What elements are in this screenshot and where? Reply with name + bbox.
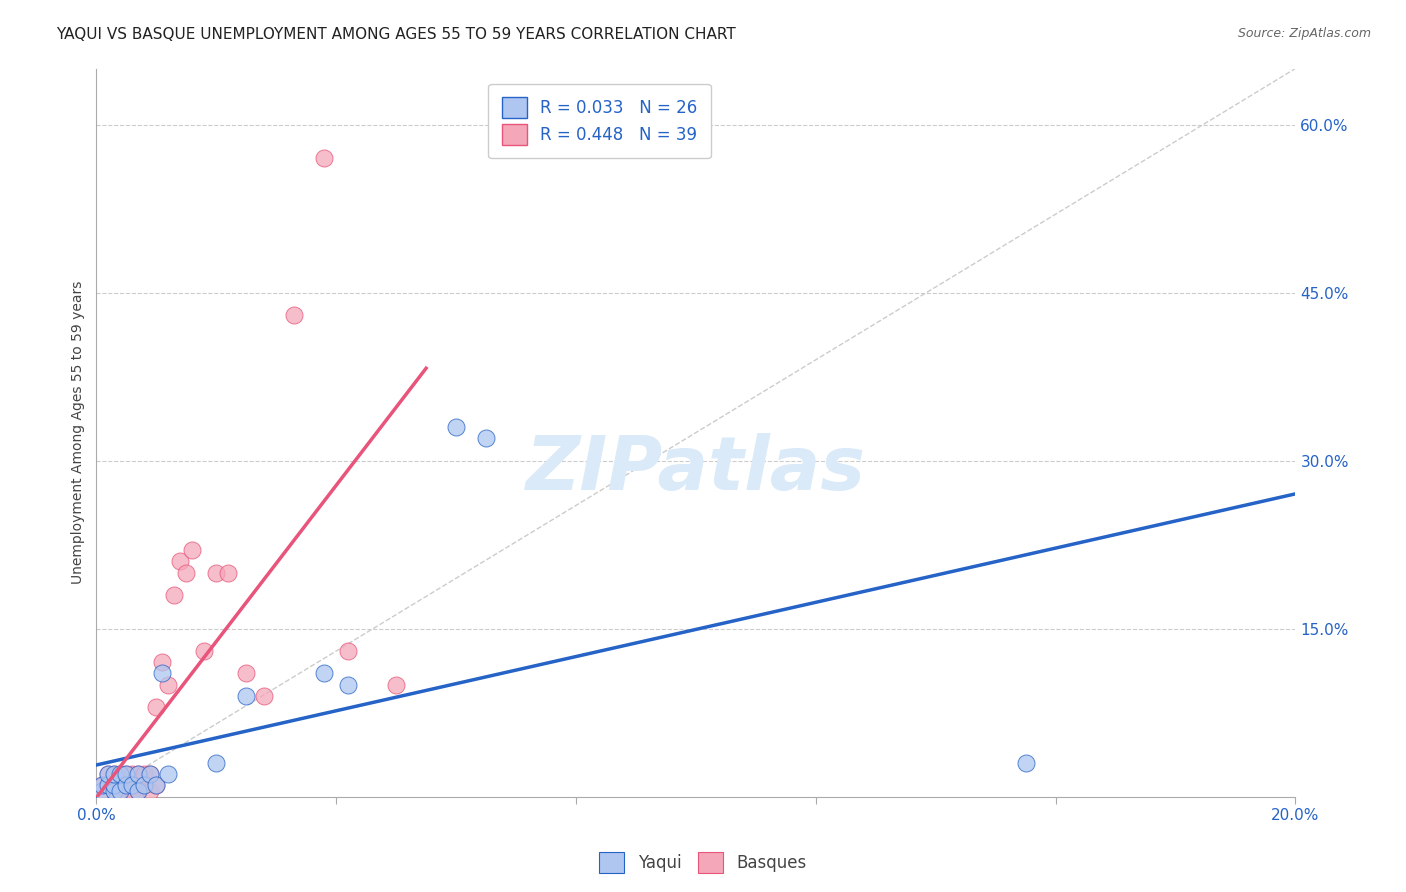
Point <box>444 420 467 434</box>
Text: YAQUI VS BASQUE UNEMPLOYMENT AMONG AGES 55 TO 59 YEARS CORRELATION CHART: YAQUI VS BASQUE UNEMPLOYMENT AMONG AGES … <box>56 27 735 42</box>
Point <box>283 308 305 322</box>
Point <box>97 779 120 793</box>
Point <box>103 779 125 793</box>
Point <box>139 784 162 798</box>
Point <box>127 767 149 781</box>
Point <box>157 767 180 781</box>
Point <box>115 767 138 781</box>
Point <box>205 756 228 770</box>
Point <box>134 767 156 781</box>
Point <box>115 779 138 793</box>
Point <box>110 784 132 798</box>
Point <box>115 784 138 798</box>
Point <box>103 779 125 793</box>
Point <box>314 151 336 165</box>
Point <box>174 566 197 580</box>
Point <box>127 784 149 798</box>
Point <box>150 666 173 681</box>
Point <box>145 700 167 714</box>
Point <box>134 779 156 793</box>
Point <box>139 767 162 781</box>
Point <box>97 767 120 781</box>
Legend: R = 0.033   N = 26, R = 0.448   N = 39: R = 0.033 N = 26, R = 0.448 N = 39 <box>488 84 710 158</box>
Point <box>181 543 204 558</box>
Point <box>110 784 132 798</box>
Point <box>253 689 276 703</box>
Point <box>97 767 120 781</box>
Point <box>121 767 143 781</box>
Point <box>91 784 114 798</box>
Point <box>139 767 162 781</box>
Y-axis label: Unemployment Among Ages 55 to 59 years: Unemployment Among Ages 55 to 59 years <box>72 281 86 584</box>
Point <box>97 779 120 793</box>
Point <box>121 779 143 793</box>
Point <box>127 767 149 781</box>
Point <box>91 784 114 798</box>
Point <box>205 566 228 580</box>
Point <box>91 779 114 793</box>
Point <box>314 666 336 681</box>
Point <box>103 784 125 798</box>
Point <box>110 767 132 781</box>
Point <box>157 678 180 692</box>
Point <box>121 784 143 798</box>
Legend: Yaqui, Basques: Yaqui, Basques <box>593 846 813 880</box>
Text: ZIPatlas: ZIPatlas <box>526 433 866 506</box>
Point <box>110 779 132 793</box>
Text: Source: ZipAtlas.com: Source: ZipAtlas.com <box>1237 27 1371 40</box>
Point <box>385 678 408 692</box>
Point <box>1014 756 1036 770</box>
Point <box>163 588 186 602</box>
Point <box>145 779 167 793</box>
Point <box>134 779 156 793</box>
Point <box>235 689 257 703</box>
Point <box>337 644 360 658</box>
Point <box>121 779 143 793</box>
Point <box>110 767 132 781</box>
Point <box>91 779 114 793</box>
Point <box>145 779 167 793</box>
Point <box>169 554 191 568</box>
Point <box>217 566 239 580</box>
Point <box>115 767 138 781</box>
Point <box>115 779 138 793</box>
Point <box>193 644 215 658</box>
Point <box>337 678 360 692</box>
Point <box>235 666 257 681</box>
Point <box>103 767 125 781</box>
Point <box>103 784 125 798</box>
Point <box>475 431 498 445</box>
Point <box>150 655 173 669</box>
Point <box>103 767 125 781</box>
Point <box>127 784 149 798</box>
